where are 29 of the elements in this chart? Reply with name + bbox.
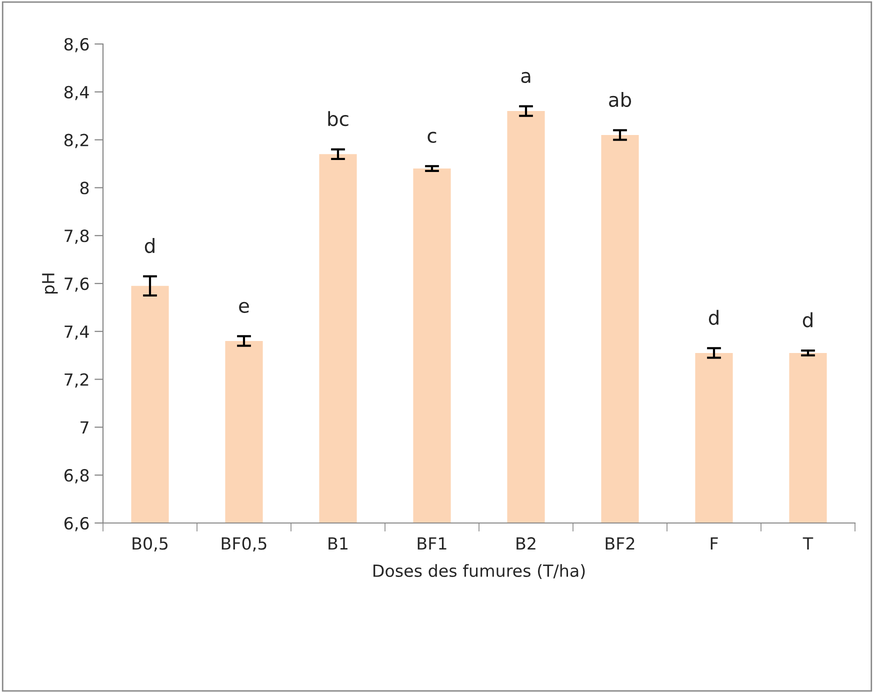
x-tick-label: BF0,5 [222,537,266,552]
y-tick-label: 6,8 [64,469,89,484]
annotation: d [144,238,154,254]
annotation: ab [609,92,632,108]
y-tick-label: 7,6 [64,277,89,292]
x-axis-title: Doses des fumures (T/ha) [373,564,585,579]
y-axis-title: pH [42,274,58,294]
y-tick-label: 7,2 [64,373,88,388]
annotation: a [521,72,530,84]
annotation: c [428,132,436,143]
y-tick-label: 7,4 [64,326,89,340]
x-tick-label: T [802,537,814,550]
y-tick-label: 6,6 [64,516,89,532]
x-tick-label: B2 [516,537,536,550]
y-tick-label: 8,6 [64,38,89,52]
x-tick-label: B0,5 [132,537,168,552]
annotation: e [239,302,249,313]
y-tick-label: 7,8 [64,230,89,244]
annotation: d [708,310,718,325]
annotation: bc [328,111,348,126]
x-tick-label: F [710,537,718,550]
y-tick-label: 8,2 [64,134,88,148]
annotation: d [802,312,812,328]
y-tick-label: 8 [80,182,89,194]
x-tick-label: B1 [328,537,348,550]
x-tick-label: BF1 [418,537,446,550]
x-tick-label: BF2 [606,537,634,550]
y-tick-label: 7 [80,421,88,434]
y-tick-label: 8,4 [64,86,89,100]
